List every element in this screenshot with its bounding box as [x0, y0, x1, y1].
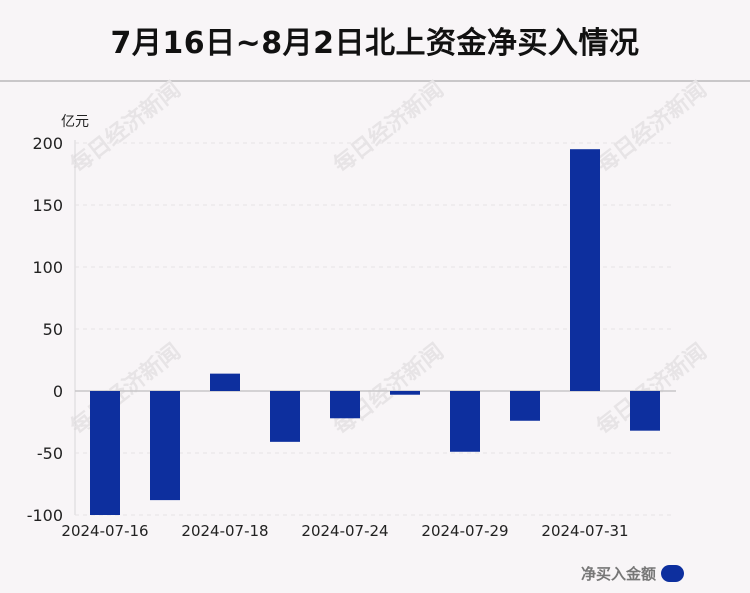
y-axis-ticks: 200 150 100 50 0 -50 -100	[27, 134, 63, 525]
x-tick-label: 2024-07-31	[541, 522, 628, 540]
y-tick-label: 150	[32, 196, 63, 215]
x-tick-label: 2024-07-24	[301, 522, 388, 540]
bar	[90, 391, 120, 515]
x-tick-label: 2024-07-29	[421, 522, 508, 540]
y-tick-label: 0	[53, 382, 63, 401]
y-tick-label: -100	[27, 506, 63, 525]
watermark-text: 每日经济新闻	[66, 77, 186, 179]
y-tick-label: 50	[43, 320, 63, 339]
y-axis-unit-label: 亿元	[61, 114, 89, 130]
legend-label: 净买入金额	[580, 565, 656, 583]
x-tick-label: 2024-07-16	[61, 522, 148, 540]
bar	[570, 149, 600, 391]
bar	[270, 391, 300, 442]
bars	[90, 149, 660, 515]
bar	[210, 373, 240, 391]
y-tick-label: -50	[37, 444, 63, 463]
watermark-text: 每日经济新闻	[592, 77, 712, 179]
bar	[450, 391, 480, 452]
bar	[510, 391, 540, 421]
x-tick-label: 2024-07-18	[181, 522, 268, 540]
bar	[330, 391, 360, 419]
legend-swatch	[661, 565, 684, 582]
title-divider	[0, 80, 750, 82]
y-tick-label: 200	[32, 134, 63, 153]
watermark-text: 每日经济新闻	[329, 339, 449, 441]
watermark-text: 每日经济新闻	[329, 77, 449, 179]
legend: 净买入金额	[581, 563, 684, 584]
y-tick-label: 100	[32, 258, 63, 277]
chart-title: 7月16日~8月2日北上资金净买入情况	[110, 26, 640, 61]
bar	[630, 391, 660, 431]
x-axis-ticks: 2024-07-16 2024-07-18 2024-07-24 2024-07-29…	[61, 522, 628, 540]
bar	[150, 391, 180, 501]
bar	[390, 391, 420, 395]
